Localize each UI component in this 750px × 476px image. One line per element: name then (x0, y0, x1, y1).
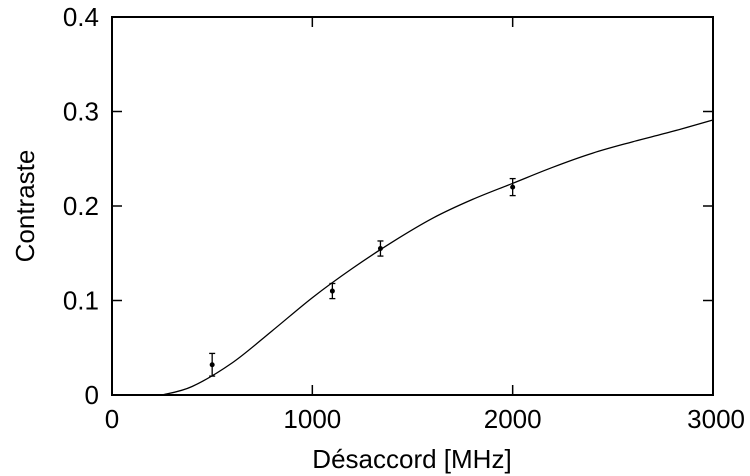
y-tick-label: 0.1 (63, 286, 99, 316)
x-tick-label: 3000 (687, 404, 745, 434)
x-axis-label: Désaccord [MHz] (312, 444, 511, 474)
data-point (510, 184, 516, 190)
y-tick-label: 0 (85, 380, 99, 410)
data-points (209, 177, 516, 377)
y-tick-label: 0.2 (63, 191, 99, 221)
y-tick-label: 0.3 (63, 97, 99, 127)
y-tick-label: 0.4 (63, 2, 99, 32)
x-tick-label: 0 (105, 404, 119, 434)
x-tick-label: 2000 (484, 404, 542, 434)
x-tick-label: 1000 (283, 404, 341, 434)
axis-ticks (111, 16, 714, 396)
axis-tick-labels: 0 1000 2000 3000 0 0.1 0.2 0.3 0.4 (63, 2, 745, 434)
y-axis-label: Contraste (10, 150, 40, 263)
data-point (209, 362, 215, 368)
data-point (329, 288, 335, 294)
fit-line (112, 119, 714, 396)
plot-frame (111, 16, 714, 396)
data-point (377, 246, 383, 252)
